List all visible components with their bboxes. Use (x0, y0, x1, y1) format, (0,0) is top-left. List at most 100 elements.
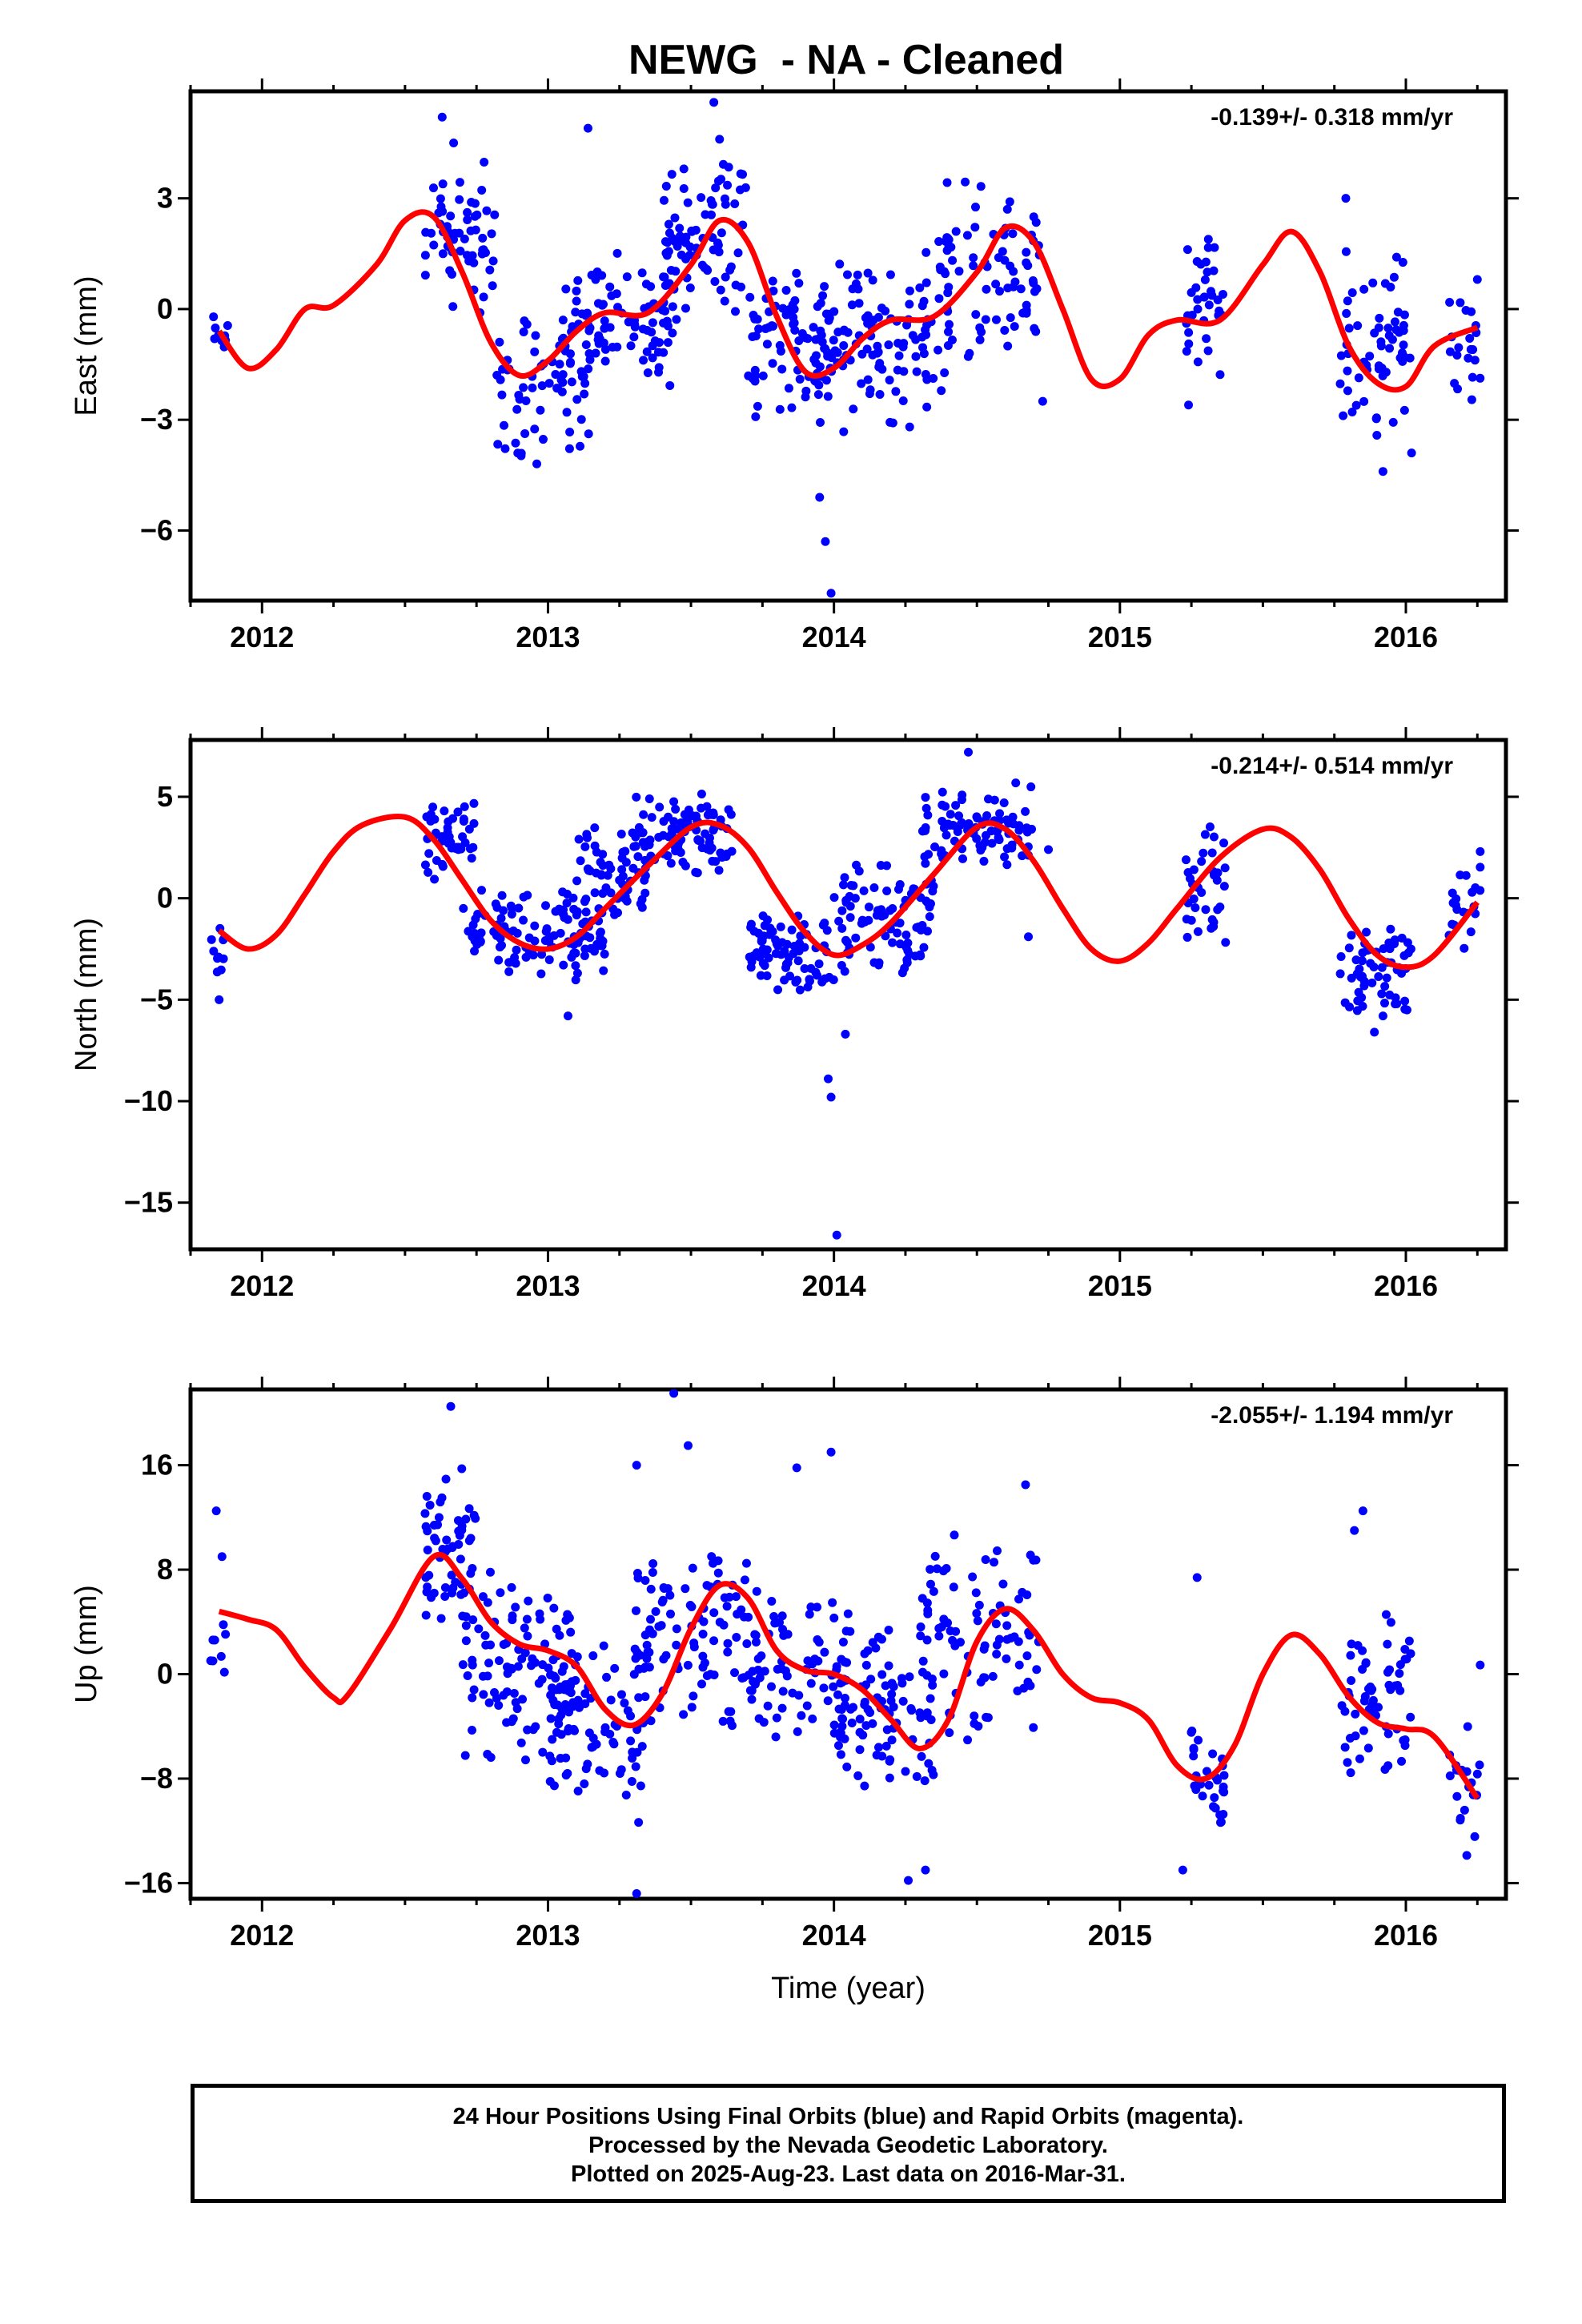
data-point (666, 858, 676, 868)
data-point (606, 1695, 616, 1705)
data-point (626, 341, 636, 351)
data-point (683, 198, 693, 207)
data-point (664, 812, 673, 822)
data-point (455, 195, 464, 204)
data-point (1207, 848, 1217, 858)
data-point (881, 1741, 891, 1751)
data-point (881, 306, 890, 316)
data-point (1194, 1735, 1203, 1745)
data-point (760, 1667, 769, 1676)
data-point (1390, 317, 1399, 327)
data-point (572, 1652, 582, 1662)
data-point (581, 895, 591, 904)
data-point (939, 1669, 949, 1679)
data-point (821, 537, 830, 546)
data-point (559, 1662, 568, 1671)
data-point (664, 832, 673, 842)
data-point (459, 816, 468, 826)
data-point (924, 1759, 934, 1768)
data-point (474, 1624, 484, 1634)
data-point (836, 1750, 845, 1759)
data-point (837, 923, 847, 933)
data-point (519, 383, 528, 392)
data-point (863, 1646, 873, 1655)
data-point (1359, 284, 1369, 294)
data-point (884, 340, 893, 350)
data-point (670, 213, 680, 223)
data-point (998, 1579, 1008, 1589)
data-point (975, 335, 985, 344)
data-point (638, 838, 648, 847)
data-point (1377, 963, 1387, 972)
data-point (1472, 1769, 1482, 1779)
data-point (567, 377, 576, 387)
data-point (543, 1593, 552, 1602)
data-point (705, 846, 715, 855)
data-point (1209, 266, 1219, 275)
data-point (730, 1668, 740, 1678)
data-point (1010, 322, 1019, 332)
data-point (497, 940, 507, 950)
data-point (523, 1631, 532, 1641)
x-tick-label: 2015 (1088, 1269, 1152, 1302)
data-point (888, 418, 897, 428)
data-point (771, 1732, 781, 1742)
data-point (945, 320, 954, 329)
data-point (219, 954, 228, 963)
data-point (897, 968, 907, 978)
data-point (568, 322, 577, 332)
data-point (644, 1625, 654, 1634)
data-point (514, 903, 524, 913)
data-point (727, 1721, 737, 1731)
data-point (478, 1592, 488, 1602)
data-point (639, 356, 648, 365)
data-point (979, 856, 989, 866)
data-point (826, 1447, 836, 1457)
data-point (802, 1701, 812, 1711)
data-point (767, 321, 777, 331)
data-point (477, 185, 487, 195)
data-point (719, 1620, 729, 1630)
data-point (794, 336, 804, 345)
data-point (1398, 258, 1407, 267)
data-point (768, 359, 777, 368)
data-point (842, 1762, 852, 1771)
data-point (558, 378, 568, 388)
data-point (891, 387, 901, 396)
data-point (1203, 346, 1213, 356)
data-point (424, 849, 434, 858)
data-point (737, 1605, 746, 1614)
data-point (778, 304, 788, 313)
y-tick-label: 3 (157, 182, 173, 215)
data-point (848, 284, 857, 294)
data-point (942, 1563, 951, 1573)
data-point (598, 850, 608, 859)
data-point (494, 955, 504, 965)
data-point (780, 975, 789, 985)
plot-frame (188, 89, 1508, 603)
data-point (530, 347, 540, 356)
data-point (941, 236, 950, 246)
data-point (590, 841, 600, 850)
data-point (777, 1703, 787, 1713)
data-point (843, 1609, 853, 1618)
data-point (571, 975, 580, 985)
data-point (429, 1521, 439, 1530)
data-point (816, 326, 825, 336)
data-point (882, 886, 892, 895)
data-point (651, 1606, 661, 1616)
data-point (581, 340, 591, 350)
data-point (945, 1728, 954, 1738)
data-point (443, 1544, 452, 1554)
data-point (1213, 905, 1223, 915)
data-point (1024, 932, 1034, 942)
data-point (506, 901, 516, 911)
data-point (640, 1692, 650, 1702)
data-point (1389, 272, 1399, 282)
data-point (863, 268, 873, 278)
data-point (1182, 347, 1191, 356)
data-point (795, 940, 805, 950)
data-point (1402, 1655, 1411, 1664)
data-point (765, 923, 775, 933)
data-point (825, 972, 834, 982)
